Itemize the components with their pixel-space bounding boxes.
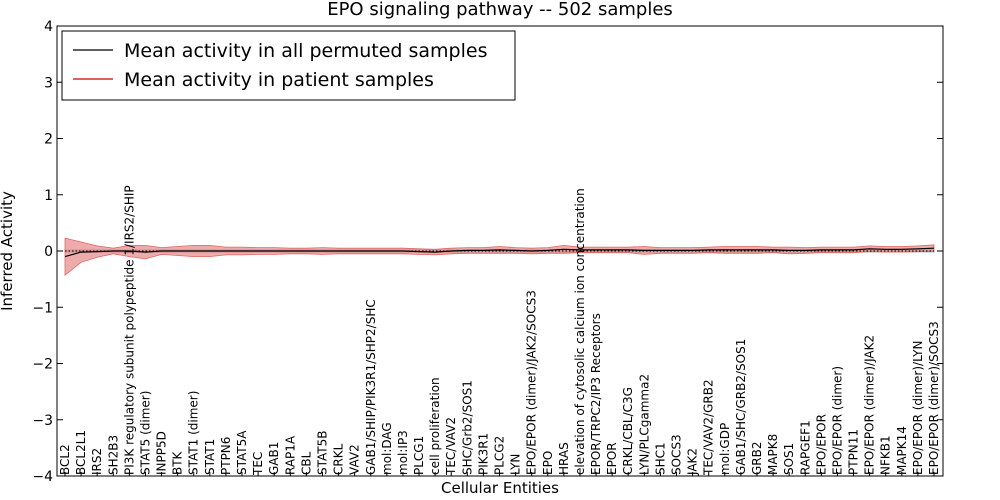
x-tick-label: PIK3R1 (476, 433, 490, 475)
x-tick-label: mol:GDP (718, 423, 732, 475)
x-tick-label: GRB2 (750, 441, 764, 475)
y-tick-label: 0 (44, 244, 53, 260)
x-tick-label: EPO/EPOR (dimer)/JAK2/SOCS3 (525, 290, 539, 475)
x-tick-label: LYN/PLCgamma2 (637, 374, 651, 475)
legend-label-permuted: Mean activity in all permuted samples (124, 40, 487, 62)
y-tick-label: −4 (32, 469, 53, 485)
x-tick-label: PTPN11 (847, 429, 861, 475)
y-tick-label: 4 (44, 19, 53, 35)
series-line-1 (64, 247, 935, 258)
x-tick-label: NFKB1 (879, 435, 893, 475)
x-tick-label: STAT5 (dimer) (139, 391, 153, 475)
x-tick-label: MAPK8 (766, 434, 780, 475)
x-tick-label: LYN (509, 454, 523, 475)
x-tick-label: STAT1 (203, 439, 217, 475)
x-tick-label: EPO/EPOR (814, 414, 828, 475)
x-tick-label: BCL2L1 (74, 430, 88, 475)
x-tick-label: SOCS3 (670, 434, 684, 475)
x-tick-label: HRAS (557, 442, 571, 475)
x-tick-label: EPO/EPOR (dimer)/LYN (911, 341, 925, 475)
x-tick-label: mol:IP3 (396, 430, 410, 475)
chart-title: EPO signaling pathway -- 502 samples (327, 0, 673, 20)
x-tick-label: SH2B3 (106, 435, 120, 475)
x-tick-label: SHC1 (653, 442, 667, 475)
x-tick-label: MAPK14 (895, 426, 909, 475)
y-tick-label: −3 (32, 413, 53, 429)
x-tick-label: TEC (251, 452, 265, 476)
x-tick-label: mol:DAG (380, 422, 394, 475)
x-tick-label: CRKL/CBL/C3G (621, 387, 635, 475)
legend-box (61, 30, 516, 101)
x-axis-label: Cellular Entities (441, 479, 559, 497)
x-tick-label: CRKL (332, 443, 346, 475)
x-tick-label: PLCG1 (412, 436, 426, 475)
x-tick-label: RAPGEF1 (798, 420, 812, 475)
y-tick-label: −1 (32, 300, 53, 316)
x-tick-label: STAT5B (316, 431, 330, 476)
y-tick-label: 1 (44, 188, 53, 204)
x-tick-label: PI3K regulatory subunit polypeptide 1/IR… (122, 185, 136, 475)
x-tick-label: EPO/EPOR (dimer)/JAK2 (863, 335, 877, 475)
bands-layer (64, 237, 935, 277)
lines-layer (64, 247, 935, 258)
y-tick-label: 3 (44, 75, 53, 91)
x-tick-label: PTPN6 (219, 437, 233, 475)
x-tick-label: EPOR (605, 442, 619, 475)
legend: Mean activity in all permuted samples Me… (61, 30, 516, 101)
y-axis: −4 −3 −2 −1 0 1 2 3 4 (32, 19, 943, 485)
y-tick-label: −2 (32, 357, 53, 373)
legend-label-patient: Mean activity in patient samples (124, 69, 434, 91)
x-tick-label: SOS1 (782, 443, 796, 475)
x-tick-label: CBL (299, 451, 313, 475)
x-tick-label: GAB1/SHIP/PIK3R1/SHP2/SHC (364, 299, 378, 475)
x-tick-label: INPP5D (155, 431, 169, 475)
y-axis-label: Inferred Activity (0, 191, 16, 311)
x-tick-label: RAP1A (283, 435, 297, 475)
x-tick-label: BCL2 (58, 444, 72, 475)
series-band-1 (64, 237, 935, 277)
x-tick-label: EPO (541, 451, 555, 475)
x-tick-label: STAT1 (dimer) (187, 391, 201, 475)
x-tick-label: EPO/EPOR (dimer)/SOCS3 (927, 321, 941, 475)
y-tick-label: 2 (44, 132, 53, 148)
x-tick-label: STAT5A (235, 430, 249, 475)
x-tick-label: elevation of cytosolic calcium ion conce… (573, 188, 587, 475)
x-tick-label: BTK (171, 450, 185, 475)
x-tick-label: GAB1/SHC/GRB2/SOS1 (734, 339, 748, 475)
x-tick-label: EPOR/TRPC2/IP3 Receptors (589, 313, 603, 475)
x-tick-label: PLCG2 (493, 436, 507, 475)
x-tick-label: TEC/VAV2/GRB2 (702, 379, 716, 476)
x-tick-label: cell proliferation (428, 377, 442, 475)
x-tick-label: VAV2 (348, 444, 362, 475)
x-tick-label: TEC/VAV2 (444, 417, 458, 476)
x-tick-label: GAB1 (267, 442, 281, 475)
x-axis: BCL2 BCL2L1 IRS2 SH2B3 PI3K regulatory subun… (58, 185, 941, 476)
x-tick-label: JAK2 (686, 448, 700, 476)
x-tick-label: SHC/Grb2/SOS1 (460, 380, 474, 475)
x-tick-label: EPO/EPOR (dimer) (830, 366, 844, 475)
x-tick-label: IRS2 (90, 448, 104, 475)
